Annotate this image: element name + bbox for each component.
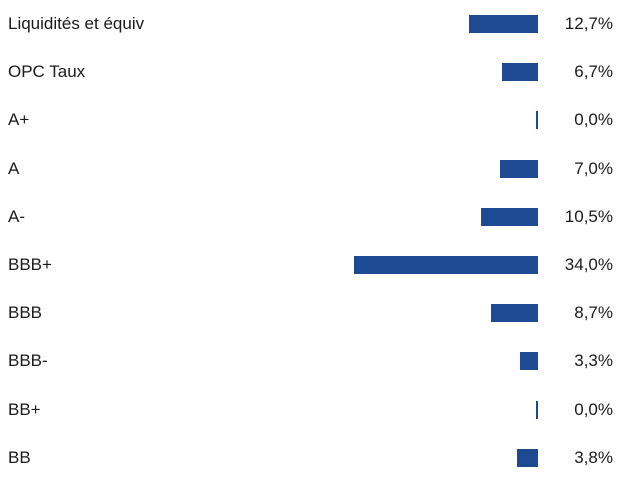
value-label: 3,3% — [574, 351, 613, 371]
category-label: BBB- — [8, 351, 48, 371]
value-label: 34,0% — [564, 255, 613, 274]
value-label: 6,7% — [574, 62, 613, 82]
chart-row: BBB 8,7% — [0, 289, 617, 337]
chart-row: BBB- 3,3% — [0, 337, 617, 385]
bar — [536, 400, 538, 419]
chart-row: Liquidités et équiv 12,7% — [0, 0, 617, 48]
bar — [520, 352, 538, 371]
bar — [491, 304, 538, 323]
value-label: 3,8% — [574, 447, 613, 467]
chart-row: A- 10,5% — [0, 193, 617, 241]
category-label: A — [8, 158, 20, 178]
category-label: BB+ — [8, 399, 41, 419]
value-label: 0,0% — [574, 399, 613, 419]
bar — [481, 207, 538, 226]
category-label: BBB+ — [8, 255, 52, 274]
category-label: BB — [8, 447, 31, 467]
chart-row: BB+ 0,0% — [0, 386, 617, 434]
category-label: OPC Taux — [8, 62, 86, 82]
value-label: 12,7% — [564, 14, 613, 33]
bar — [536, 111, 538, 130]
category-label: A- — [8, 206, 25, 226]
chart-row: BBB+ 34,0% — [0, 241, 617, 289]
bar — [354, 256, 538, 274]
chart-row: OPC Taux 6,7% — [0, 48, 617, 96]
bar — [500, 159, 538, 178]
category-label: A+ — [8, 110, 30, 130]
bar — [501, 63, 538, 82]
chart-row: A+ 0,0% — [0, 96, 617, 144]
bar — [517, 448, 538, 467]
rating-allocation-bar-chart: Liquidités et équiv 12,7% OPC Taux 6,7% A+ 0,… — [0, 0, 617, 467]
value-label: 8,7% — [574, 303, 613, 323]
value-label: 7,0% — [574, 158, 613, 178]
chart-row: A 7,0% — [0, 145, 617, 193]
bar — [469, 15, 538, 33]
category-label: BBB — [8, 303, 43, 323]
value-label: 10,5% — [564, 206, 613, 226]
value-label: 0,0% — [574, 110, 613, 130]
chart-row: BB 3,8% — [0, 434, 617, 482]
category-label: Liquidités et équiv — [8, 14, 145, 33]
